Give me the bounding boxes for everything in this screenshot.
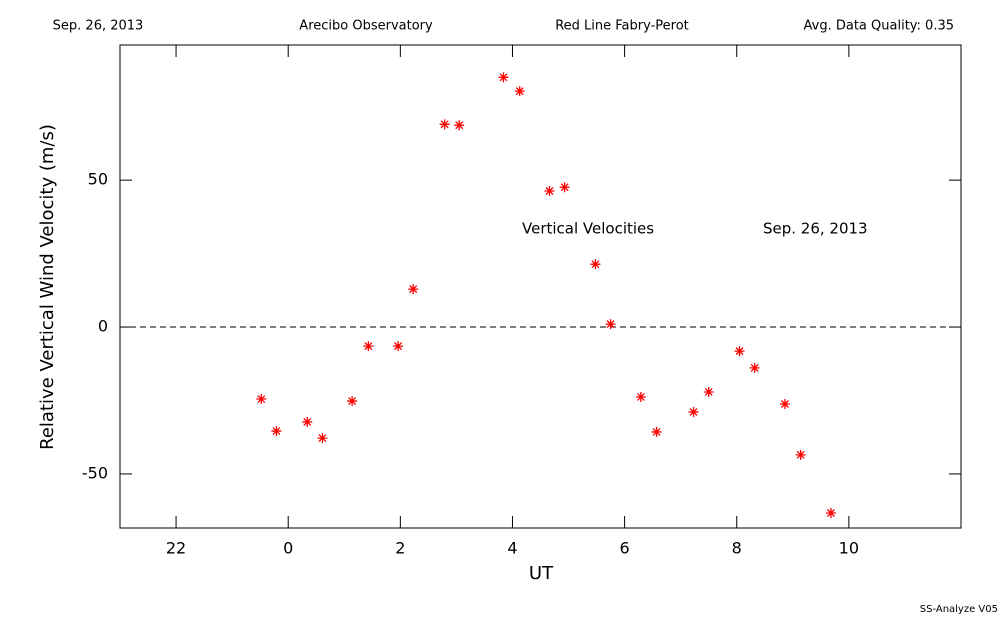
annotation: Vertical Velocities (522, 220, 654, 238)
y-tick-label: -50 (82, 463, 108, 482)
point (439, 119, 450, 130)
point (688, 406, 699, 417)
point (498, 72, 509, 83)
footer: SS-Analyze V05 (920, 604, 998, 615)
point (590, 259, 601, 270)
point (795, 449, 806, 460)
header-instrument: Red Line Fabry-Perot (555, 19, 689, 34)
x-axis-label: UT (529, 563, 554, 584)
point (271, 426, 282, 437)
header-date: Sep. 26, 2013 (53, 19, 144, 34)
point (454, 120, 465, 131)
point (605, 319, 616, 330)
point (302, 416, 313, 427)
point (256, 394, 267, 405)
x-tick-label: 6 (620, 539, 630, 558)
point (317, 433, 328, 444)
x-tick-label: 0 (283, 539, 293, 558)
point (559, 182, 570, 193)
point (635, 391, 646, 402)
point (779, 399, 790, 410)
y-tick-label: 50 (88, 170, 108, 189)
plot-frame (119, 44, 962, 529)
point (734, 346, 745, 357)
x-tick-label: 22 (166, 539, 186, 558)
x-tick-label: 2 (395, 539, 405, 558)
x-tick-label: 4 (507, 539, 517, 558)
point (514, 86, 525, 97)
annotation: Sep. 26, 2013 (763, 220, 868, 238)
point (347, 396, 358, 407)
point (651, 426, 662, 437)
point (749, 362, 760, 373)
x-tick-label: 10 (839, 539, 859, 558)
header-site: Arecibo Observatory (299, 19, 433, 34)
point (825, 508, 836, 519)
header-quality: Avg. Data Quality: 0.35 (804, 19, 954, 34)
x-tick-label: 8 (732, 539, 742, 558)
point (544, 186, 555, 197)
y-axis-label: Relative Vertical Wind Velocity (m/s) (37, 124, 58, 450)
y-tick-label: 0 (98, 317, 108, 336)
point (408, 284, 419, 295)
point (703, 386, 714, 397)
point (393, 341, 404, 352)
point (363, 341, 374, 352)
